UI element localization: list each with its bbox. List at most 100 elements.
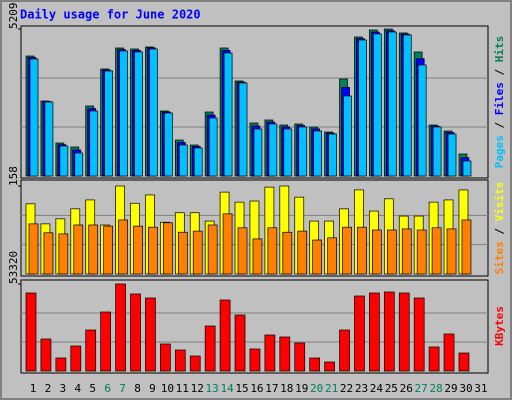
bar bbox=[264, 334, 276, 372]
legend-separator: / bbox=[493, 115, 506, 135]
bar bbox=[55, 357, 67, 372]
x-tick-label: 22 bbox=[340, 382, 353, 395]
bar bbox=[237, 227, 248, 275]
bar bbox=[446, 228, 457, 275]
bar bbox=[40, 338, 52, 372]
bar bbox=[192, 230, 203, 275]
x-tick-label: 25 bbox=[385, 382, 398, 395]
bar bbox=[249, 348, 261, 372]
x-tick-label: 18 bbox=[280, 382, 293, 395]
bar bbox=[145, 297, 156, 372]
bar bbox=[343, 95, 352, 177]
legend: KBytes bbox=[493, 306, 506, 346]
bar bbox=[383, 291, 395, 372]
bar bbox=[428, 346, 440, 372]
bar bbox=[369, 292, 380, 372]
bar bbox=[413, 297, 425, 372]
x-tick-label: 21 bbox=[325, 382, 338, 395]
x-tick-label: 13 bbox=[206, 382, 219, 395]
bar bbox=[178, 144, 188, 177]
bar bbox=[283, 128, 293, 177]
bar bbox=[398, 292, 410, 372]
x-tick-label: 30 bbox=[459, 382, 472, 395]
x-tick-label: 31 bbox=[474, 382, 487, 395]
bar bbox=[313, 130, 323, 177]
legend-entry: Hits bbox=[493, 36, 506, 63]
x-tick-label: 6 bbox=[104, 382, 111, 395]
bar bbox=[189, 355, 201, 372]
bar bbox=[432, 126, 442, 177]
x-tick-label: 8 bbox=[134, 382, 141, 395]
bar bbox=[253, 128, 263, 177]
bar bbox=[267, 227, 278, 275]
bar bbox=[402, 34, 412, 177]
bar bbox=[134, 51, 143, 177]
x-tick-label: 17 bbox=[265, 382, 278, 395]
x-tick-label: 23 bbox=[355, 382, 368, 395]
x-tick-label: 24 bbox=[370, 382, 384, 395]
legend-entry: Visits bbox=[493, 182, 506, 222]
bar bbox=[458, 352, 470, 372]
bar bbox=[44, 101, 54, 177]
x-tick-label: 9 bbox=[149, 382, 156, 395]
bar bbox=[103, 225, 114, 275]
bar bbox=[431, 227, 442, 275]
bar bbox=[89, 110, 99, 177]
bar bbox=[222, 213, 233, 275]
legend: Pages / Files / Hits bbox=[493, 36, 506, 169]
bar bbox=[119, 50, 128, 177]
bar bbox=[74, 152, 84, 177]
x-tick-label: 26 bbox=[400, 382, 413, 395]
bar bbox=[339, 329, 350, 372]
bar bbox=[238, 82, 248, 177]
bar bbox=[174, 349, 186, 372]
bar bbox=[223, 52, 233, 177]
legend-entry: KBytes bbox=[493, 306, 506, 346]
x-tick-label: 28 bbox=[429, 382, 442, 395]
bar bbox=[163, 222, 173, 275]
bar bbox=[148, 226, 158, 275]
bar bbox=[104, 70, 114, 177]
x-tick-label: 20 bbox=[310, 382, 323, 395]
bar bbox=[372, 229, 382, 275]
chart-title: Daily usage for June 2020 bbox=[20, 8, 201, 22]
bar bbox=[324, 361, 335, 372]
bar bbox=[354, 295, 365, 372]
bar bbox=[416, 229, 427, 275]
bar bbox=[252, 238, 263, 275]
bar bbox=[312, 239, 323, 275]
x-tick-label: 14 bbox=[220, 382, 234, 395]
bar bbox=[268, 123, 278, 177]
bar bbox=[443, 333, 455, 372]
legend-separator: / bbox=[493, 221, 506, 241]
bar bbox=[234, 314, 246, 372]
x-tick-label: 4 bbox=[74, 382, 81, 395]
bar bbox=[85, 329, 97, 372]
bar bbox=[115, 283, 126, 372]
x-tick-label: 2 bbox=[45, 382, 52, 395]
bar bbox=[204, 325, 216, 372]
x-tick-label: 1 bbox=[30, 382, 37, 395]
legend: Sites / Visits bbox=[493, 182, 506, 275]
bar bbox=[130, 293, 141, 372]
bar bbox=[297, 230, 308, 275]
bar bbox=[357, 226, 367, 275]
x-tick-label: 5 bbox=[89, 382, 96, 395]
y-tick-label: 53320 bbox=[7, 251, 20, 284]
y-tick-label: 5209 bbox=[7, 3, 20, 30]
x-tick-label: 12 bbox=[191, 382, 204, 395]
bar bbox=[387, 31, 397, 177]
bar bbox=[386, 229, 397, 275]
bar bbox=[298, 126, 308, 177]
x-tick-label: 3 bbox=[60, 382, 67, 395]
bar bbox=[447, 133, 457, 177]
bar bbox=[309, 357, 321, 372]
bar bbox=[177, 231, 188, 275]
bar bbox=[401, 228, 412, 275]
bar bbox=[417, 64, 427, 177]
bar bbox=[149, 48, 158, 177]
bar bbox=[88, 224, 99, 275]
x-tick-label: 27 bbox=[415, 382, 428, 395]
